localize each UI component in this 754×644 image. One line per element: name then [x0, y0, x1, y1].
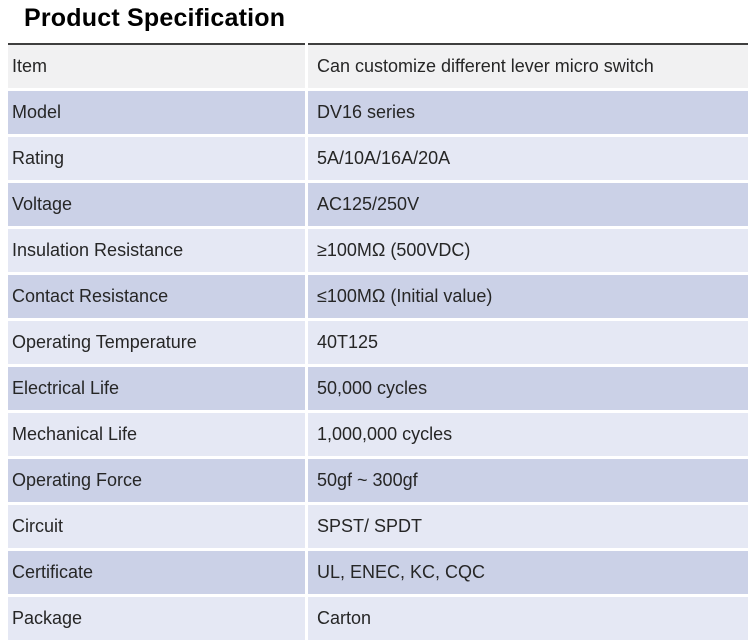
spec-label-package: Package	[8, 597, 305, 640]
spec-label-circuit: Circuit	[8, 505, 305, 548]
spec-value-item: Can customize different lever micro swit…	[308, 43, 748, 88]
spec-label-mechanical-life: Mechanical Life	[8, 413, 305, 456]
spec-value-operating-force: 50gf ~ 300gf	[308, 459, 748, 502]
spec-value-package: Carton	[308, 597, 748, 640]
spec-value-voltage: AC125/250V	[308, 183, 748, 226]
spec-label-contact-resistance: Contact Resistance	[8, 275, 305, 318]
spec-label-insulation-resistance: Insulation Resistance	[8, 229, 305, 272]
spec-label-model: Model	[8, 91, 305, 134]
spec-label-rating: Rating	[8, 137, 305, 180]
spec-label-electrical-life: Electrical Life	[8, 367, 305, 410]
spec-label-operating-force: Operating Force	[8, 459, 305, 502]
spec-value-electrical-life: 50,000 cycles	[308, 367, 748, 410]
spec-label-certificate: Certificate	[8, 551, 305, 594]
spec-label-operating-temperature: Operating Temperature	[8, 321, 305, 364]
page-title: Product Specification	[24, 4, 286, 32]
spec-value-contact-resistance: ≤100MΩ (Initial value)	[308, 275, 748, 318]
spec-label-voltage: Voltage	[8, 183, 305, 226]
spec-value-model: DV16 series	[308, 91, 748, 134]
spec-value-operating-temperature: 40T125	[308, 321, 748, 364]
spec-value-insulation-resistance: ≥100MΩ (500VDC)	[308, 229, 748, 272]
spec-value-certificate: UL, ENEC, KC, CQC	[308, 551, 748, 594]
spec-table: Item Can customize different lever micro…	[8, 43, 748, 640]
spec-value-circuit: SPST/ SPDT	[308, 505, 748, 548]
spec-value-rating: 5A/10A/16A/20A	[308, 137, 748, 180]
spec-label-item: Item	[8, 43, 305, 88]
spec-value-mechanical-life: 1,000,000 cycles	[308, 413, 748, 456]
